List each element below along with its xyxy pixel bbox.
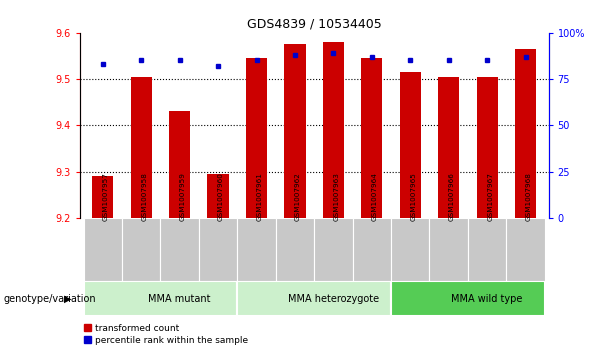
Bar [400, 72, 421, 218]
Bar [352, 218, 391, 281]
Text: GSM1007968: GSM1007968 [525, 172, 531, 221]
Text: MMA heterozygote: MMA heterozygote [288, 294, 379, 303]
Bar [391, 218, 430, 281]
Text: ▶: ▶ [64, 294, 71, 303]
Title: GDS4839 / 10534405: GDS4839 / 10534405 [247, 17, 381, 30]
Bar [476, 77, 498, 218]
Text: GSM1007967: GSM1007967 [487, 172, 493, 221]
Text: GSM1007961: GSM1007961 [256, 172, 262, 221]
Text: GSM1007959: GSM1007959 [180, 172, 186, 221]
Text: GSM1007966: GSM1007966 [449, 172, 455, 221]
Bar [83, 281, 237, 316]
Bar [391, 281, 545, 316]
Bar [92, 176, 113, 218]
Bar [169, 111, 190, 218]
Bar [199, 218, 237, 281]
Text: GSM1007958: GSM1007958 [141, 172, 147, 221]
Legend: transformed count, percentile rank within the sample: transformed count, percentile rank withi… [84, 324, 248, 344]
Bar [515, 49, 536, 218]
Bar [284, 44, 305, 218]
Text: GSM1007963: GSM1007963 [333, 172, 340, 221]
Text: genotype/variation: genotype/variation [3, 294, 96, 303]
Text: GSM1007960: GSM1007960 [218, 172, 224, 221]
Bar [506, 218, 545, 281]
Bar [161, 218, 199, 281]
Bar [246, 58, 267, 218]
Text: GSM1007957: GSM1007957 [103, 172, 109, 221]
Bar [83, 218, 122, 281]
Bar [323, 42, 344, 218]
Text: MMA wild type: MMA wild type [451, 294, 523, 303]
Bar [276, 218, 314, 281]
Bar [361, 58, 383, 218]
Bar [131, 77, 152, 218]
Bar [468, 218, 506, 281]
Bar [314, 218, 352, 281]
Text: MMA mutant: MMA mutant [148, 294, 211, 303]
Bar [122, 218, 161, 281]
Bar [207, 174, 229, 218]
Bar [438, 77, 459, 218]
Text: GSM1007962: GSM1007962 [295, 172, 301, 221]
Bar [237, 281, 391, 316]
Text: GSM1007964: GSM1007964 [372, 172, 378, 221]
Text: GSM1007965: GSM1007965 [410, 172, 416, 221]
Bar [237, 218, 276, 281]
Bar [430, 218, 468, 281]
